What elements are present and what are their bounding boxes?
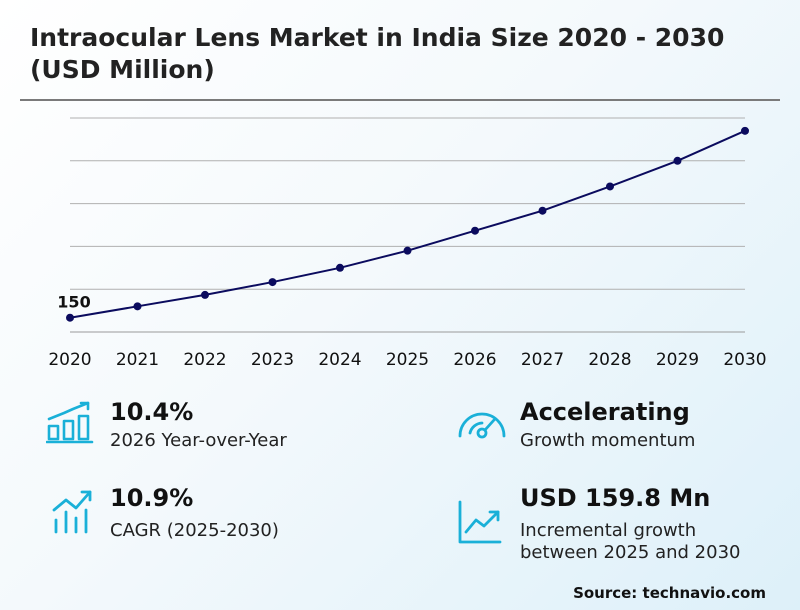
line-chart: 2020 2021 2022 2023 2024 2025 2026 2027 2028 2029… [48,117,767,370]
growth-chart-icon [458,500,502,544]
data-point [336,263,344,272]
stat-incremental-label-line2: between 2025 and 2030 [520,542,741,563]
stat-cagr-value: 10.9% [110,484,194,512]
stat-yoy-value: 10.4% [110,398,194,426]
stat-yoy-label: 2026 Year-over-Year [110,430,287,451]
data-point [133,302,142,311]
data-point [66,313,74,322]
data-label: 150 [57,293,90,312]
stat-cagr: 10.9% CAGR (2025-2030) [110,484,279,542]
point-labels: 150 [57,293,90,312]
x-axis-ticks: 2020 2021 2022 2023 2024 2025 2026 2027 2028 2029… [48,350,766,370]
stat-yoy: 10.4% 2026 Year-over-Year [110,398,287,452]
source-credit: Source: technavio.com [573,584,766,602]
data-point [403,246,412,255]
stat-incremental-value: USD 159.8 Mn [520,484,711,512]
data-point [673,156,682,165]
x-tick-label: 2024 [318,350,361,370]
data-point [471,226,479,235]
x-tick-label: 2025 [386,350,429,370]
stat-incremental: USD 159.8 Mn Incremental growth between … [520,484,740,564]
x-tick-label: 2021 [116,350,159,370]
data-point [538,206,547,215]
chart-title: Intraocular Lens Market in India Size 20… [30,23,725,84]
speedometer-icon [458,412,506,439]
stat-momentum-value: Accelerating [520,398,690,426]
bar-growth-icon [46,401,94,444]
x-tick-label: 2026 [453,350,496,370]
data-point [606,182,614,191]
data-points [66,126,749,322]
x-tick-label: 2020 [48,350,91,370]
gridlines [70,117,745,333]
stat-incremental-label-line1: Incremental growth [520,520,697,541]
data-point [741,126,749,135]
data-point [201,290,209,299]
stat-momentum: Accelerating Growth momentum [520,398,695,452]
stat-cagr-label: CAGR (2025-2030) [110,520,279,541]
x-tick-label: 2023 [251,350,294,370]
x-tick-label: 2027 [521,350,564,370]
x-tick-label: 2028 [588,350,631,370]
data-point [268,278,277,287]
x-tick-label: 2029 [656,350,699,370]
trend-bars-icon [52,490,92,534]
x-tick-label: 2022 [183,350,226,370]
title-divider [20,99,780,101]
x-tick-label: 2030 [723,350,766,370]
stat-momentum-label: Growth momentum [520,430,696,451]
